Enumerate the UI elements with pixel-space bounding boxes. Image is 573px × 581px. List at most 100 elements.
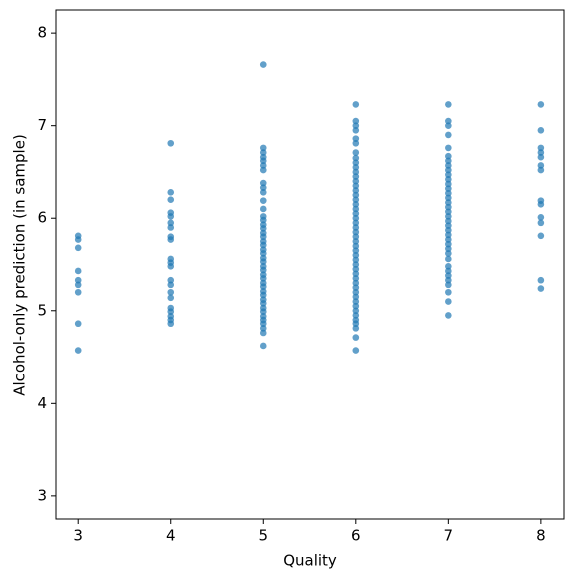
point <box>537 166 545 174</box>
point <box>445 180 452 188</box>
point <box>352 214 360 222</box>
x-tick-label: 5 <box>258 527 268 545</box>
point <box>445 189 452 197</box>
point <box>537 214 545 221</box>
point <box>352 307 360 315</box>
point <box>352 279 360 287</box>
point <box>352 247 360 254</box>
plot-frame <box>55 9 565 520</box>
point <box>352 201 360 208</box>
point <box>537 276 545 284</box>
point <box>445 208 452 216</box>
point <box>352 270 360 278</box>
point <box>445 226 452 234</box>
point <box>167 219 175 227</box>
point <box>259 153 267 161</box>
point <box>445 217 452 225</box>
point <box>259 61 267 68</box>
point <box>445 203 452 211</box>
point <box>352 122 360 129</box>
point <box>445 312 452 319</box>
point <box>167 320 175 328</box>
point <box>259 162 267 169</box>
y-tick-label: 5 <box>37 301 47 319</box>
point <box>74 320 82 328</box>
point <box>167 308 175 315</box>
point <box>445 213 452 220</box>
point <box>352 242 360 250</box>
point <box>167 294 175 302</box>
point <box>445 298 452 305</box>
point <box>445 101 452 108</box>
point <box>259 189 267 196</box>
point <box>74 267 82 275</box>
point <box>352 347 360 354</box>
y-tick-label: 7 <box>37 116 47 134</box>
point <box>445 267 452 275</box>
point <box>259 263 267 270</box>
point <box>259 254 267 262</box>
point <box>74 347 82 354</box>
point <box>167 263 175 270</box>
point <box>445 255 452 263</box>
point <box>74 281 82 289</box>
point <box>537 144 545 152</box>
point <box>445 117 452 125</box>
point <box>259 197 267 204</box>
point <box>259 342 267 350</box>
point <box>352 205 360 213</box>
point <box>352 288 360 296</box>
x-tick-label: 8 <box>536 527 546 545</box>
point <box>537 149 545 156</box>
point <box>352 101 360 108</box>
point <box>445 157 452 165</box>
point <box>537 201 545 208</box>
point <box>259 329 267 337</box>
point <box>259 246 267 253</box>
point <box>352 210 360 217</box>
y-tick-label: 6 <box>37 209 47 227</box>
point <box>352 159 360 166</box>
point <box>445 231 452 239</box>
point <box>537 162 545 169</box>
point <box>445 166 452 174</box>
point <box>445 185 452 192</box>
x-tick-label: 6 <box>351 527 361 545</box>
point <box>167 288 175 296</box>
point <box>352 275 360 282</box>
point <box>445 240 452 248</box>
point <box>445 236 452 243</box>
point <box>167 189 175 196</box>
point <box>259 144 267 152</box>
point <box>167 139 175 147</box>
point <box>445 222 452 229</box>
point <box>259 149 267 156</box>
point <box>352 293 360 301</box>
point <box>445 288 452 296</box>
point <box>352 298 360 305</box>
point <box>259 221 267 229</box>
point <box>352 334 360 341</box>
point <box>259 205 267 213</box>
point <box>259 313 267 320</box>
point <box>537 101 545 108</box>
point <box>352 238 360 245</box>
y-axis-label: Alcohol-only prediction (in sample) <box>11 134 29 396</box>
point <box>259 296 267 303</box>
point <box>259 179 267 187</box>
point <box>445 245 452 253</box>
point <box>352 251 360 259</box>
point <box>445 281 452 289</box>
point <box>352 127 360 134</box>
point <box>537 285 545 292</box>
y-tick-label: 4 <box>37 394 47 412</box>
point <box>352 164 360 171</box>
point <box>352 182 360 190</box>
point <box>74 276 82 284</box>
point <box>445 162 452 169</box>
y-tick-label: 8 <box>37 24 47 42</box>
point <box>445 276 452 284</box>
point <box>352 187 360 194</box>
point <box>352 173 360 180</box>
point <box>445 144 452 152</box>
